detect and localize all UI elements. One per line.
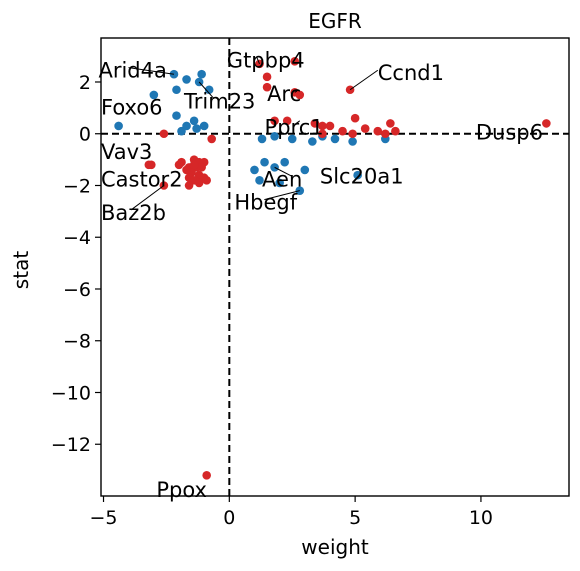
data-point-blue	[295, 186, 305, 195]
data-point-red	[182, 165, 191, 175]
data-point-red	[202, 176, 211, 185]
data-point-blue	[197, 69, 206, 79]
y-tick-label: −6	[63, 279, 91, 301]
data-point-red	[262, 82, 272, 92]
gene-label: Castor2	[101, 167, 183, 191]
data-point-blue	[275, 178, 284, 188]
data-point-red	[350, 113, 360, 123]
data-point-red	[325, 121, 335, 131]
data-point-red	[290, 56, 300, 66]
data-point-red	[159, 129, 169, 139]
data-point-red	[318, 121, 327, 131]
gene-label: Vav3	[101, 140, 152, 164]
data-point-blue	[182, 121, 191, 131]
label-connector	[274, 166, 293, 177]
gene-label: Trim23	[183, 90, 255, 114]
gene-label: Hbegf	[234, 191, 297, 215]
chart-title: EGFR	[308, 9, 362, 33]
data-point-blue	[172, 111, 181, 120]
gene-label: Baz2b	[101, 201, 166, 225]
data-point-blue	[189, 116, 199, 126]
data-point-red	[318, 129, 327, 139]
x-tick-label: −5	[90, 507, 118, 529]
data-point-red	[391, 126, 400, 136]
data-point-blue	[330, 134, 340, 144]
data-point-red	[386, 119, 395, 128]
x-tick-label: 0	[223, 507, 235, 529]
gene-label: Dusp6	[476, 121, 543, 145]
gene-label: Arid4a	[98, 59, 166, 83]
label-connector	[349, 69, 379, 91]
gene-label: Pprc1	[265, 116, 324, 140]
x-tick-label: 10	[469, 507, 493, 529]
label-connector	[256, 57, 260, 65]
y-tick-label: −12	[51, 434, 91, 456]
data-point-blue	[114, 121, 123, 131]
data-point-blue	[250, 165, 259, 175]
gene-label: Arc	[267, 82, 301, 106]
data-point-blue	[348, 137, 357, 146]
data-point-red	[348, 129, 357, 139]
gene-label: Foxo6	[101, 96, 163, 120]
data-point-red	[310, 119, 320, 128]
label-connector	[198, 81, 215, 100]
data-point-red	[174, 160, 184, 170]
data-point-red	[189, 160, 199, 170]
data-point-blue	[308, 137, 317, 146]
data-point-blue	[149, 90, 159, 100]
y-tick-label: −10	[51, 382, 91, 404]
gene-label: Ccnd1	[378, 61, 444, 85]
gene-label: Gtpbp4	[227, 48, 305, 72]
data-point-red	[360, 124, 370, 133]
plot-area: Arid4a Gtpbp4 Ccnd1 Trim23 Arc Foxo6 Pprc1 Dusp…	[98, 38, 569, 502]
axis-ticks: −5 0 5 10 2 0 −2 −4 −6 −8 −10 −12	[51, 72, 493, 529]
data-point-red	[338, 126, 347, 136]
data-point-red	[542, 119, 551, 128]
x-axis-title: weight	[301, 535, 369, 559]
data-point-red	[282, 116, 292, 126]
data-point-red	[144, 160, 154, 170]
label-connector	[130, 185, 165, 211]
y-tick-label: 0	[79, 124, 91, 146]
data-point-blue	[192, 124, 201, 133]
data-point-blue	[204, 85, 214, 95]
data-point-blue	[300, 165, 310, 175]
data-point-blue	[255, 176, 264, 185]
data-point-red	[381, 129, 390, 139]
data-point-red	[194, 178, 204, 188]
data-point-red	[197, 163, 206, 172]
label-connector	[128, 67, 175, 75]
plot-frame	[100, 37, 570, 497]
y-tick-label: −4	[63, 227, 91, 249]
y-tick-label: −8	[63, 331, 91, 353]
data-point-blue	[257, 134, 267, 144]
data-point-blue	[287, 134, 297, 144]
data-point-red	[207, 134, 217, 144]
label-connector	[264, 190, 300, 201]
gene-label: Ppox	[156, 478, 207, 502]
x-tick-label: 5	[349, 507, 361, 529]
y-tick-label: 2	[79, 72, 91, 94]
y-tick-label: −2	[63, 175, 91, 197]
data-point-red	[262, 72, 272, 82]
data-point-blue	[199, 121, 209, 131]
data-point-blue	[353, 170, 362, 180]
data-point-blue	[270, 132, 279, 141]
data-point-red	[184, 181, 194, 190]
data-point-red	[270, 116, 279, 126]
data-point-blue	[182, 75, 191, 84]
data-point-blue	[260, 157, 269, 167]
gene-label: Slc20a1	[320, 165, 404, 189]
label-connector	[294, 90, 298, 93]
data-point-red	[373, 126, 383, 136]
data-point-red	[202, 470, 211, 480]
label-connector	[294, 120, 301, 125]
data-point-blue	[172, 85, 181, 95]
gene-label: Aen	[262, 167, 302, 191]
y-axis-title: stat	[9, 251, 33, 290]
data-point-blue	[280, 157, 289, 167]
data-point-red	[295, 90, 305, 100]
